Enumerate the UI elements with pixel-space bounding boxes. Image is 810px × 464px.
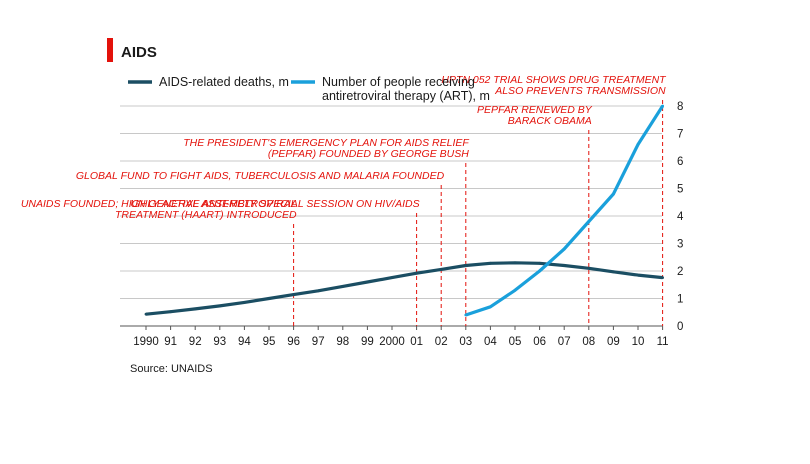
annotation-label: UNAIDS FOUNDED; HIGHLY ACTIVE ANTI-RETRO… [21,198,297,210]
data-point [464,264,468,267]
y-tick-label: 5 [677,184,683,196]
y-tick-label: 7 [677,129,683,141]
data-point [636,143,640,146]
x-tick-label: 01 [410,336,423,348]
legend-label: antiretroviral therapy (ART), m [322,89,490,103]
source-note: Source: UNAIDS [130,363,213,375]
annotation-label: PEPFAR RENEWED BY [477,104,593,116]
title-accent-bar [107,38,113,62]
x-tick-label: 95 [263,336,276,348]
x-tick-label: 96 [287,336,300,348]
data-point [587,220,591,223]
data-point [218,304,222,308]
x-axis-ticks: 1990 91 92 93 94 95 96 97 98 99 2000 01 02 03 04 05 06 07… [133,326,669,348]
data-point [612,270,615,274]
x-tick-label: 04 [484,336,497,348]
data-point [415,271,418,275]
x-tick-label: 2000 [379,336,405,348]
x-tick-label: 05 [509,336,522,348]
data-point [316,289,320,293]
data-point [292,293,295,297]
data-point [661,276,664,279]
series-line-art [465,105,664,317]
x-tick-label: 97 [312,336,325,348]
data-point [562,264,566,267]
annotation-label: UN GENERAL ASSEMBLY SPECIAL SESSION ON H… [130,198,419,210]
annotation-label: THE PRESIDENT'S EMERGENCY PLAN FOR AIDS … [183,137,469,149]
data-point [243,300,246,304]
x-tick-label: 07 [558,336,571,348]
annotation-label: (PEPFAR) FOUNDED BY GEORGE BUSH [268,148,469,160]
y-axis-ticks: 0 1 2 3 4 5 6 7 8 [677,101,684,333]
gridlines [120,105,662,327]
chart-title: AIDS [121,44,157,61]
x-tick-label: 98 [336,336,349,348]
data-point [267,297,271,300]
data-point [193,307,197,311]
x-tick-label: 03 [459,336,472,348]
y-tick-label: 0 [677,321,683,333]
data-point [144,312,148,316]
data-point [169,310,173,314]
data-point [538,269,541,273]
x-tick-label: 94 [238,336,251,348]
x-tick-label: 02 [435,336,448,348]
x-tick-label: 91 [164,336,177,348]
data-point [513,261,517,265]
x-tick-label: 11 [657,336,669,348]
data-series [144,104,664,317]
annotation-label: BARACK OBAMA [508,115,592,127]
series-line-aids-deaths [145,261,663,316]
x-tick-label: 06 [533,336,546,348]
x-tick-label: 09 [607,336,620,348]
data-point [587,266,591,270]
data-point [636,273,640,277]
y-tick-label: 2 [677,266,683,278]
x-tick-label: 08 [582,336,595,348]
y-tick-label: 6 [677,156,683,168]
legend: AIDS-related deaths, m Number of people r… [128,75,490,103]
x-tick-label: 93 [213,336,226,348]
y-tick-label: 4 [677,211,684,223]
x-tick-label: 10 [632,336,645,348]
data-point [489,261,492,265]
annotation-label: HPTN 052 TRIAL SHOWS DRUG TREATMENT [441,74,667,86]
data-point [366,280,369,284]
data-point [513,288,517,292]
annotation-label: GLOBAL FUND TO FIGHT AIDS, TUBERCULOSIS … [76,170,445,182]
data-point [612,192,615,196]
x-tick-label: 1990 [133,336,159,348]
data-point [341,285,345,288]
data-point [562,247,566,251]
data-point [489,305,492,309]
y-tick-label: 3 [677,239,683,251]
data-point [661,104,664,108]
legend-label: AIDS-related deaths, m [159,75,289,89]
y-tick-label: 1 [677,294,683,306]
data-point [390,276,394,279]
annotation-label: TREATMENT (HAART) INTRODUCED [115,209,297,221]
data-point [538,261,541,265]
x-tick-label: 99 [361,336,374,348]
event-annotations: UNAIDS FOUNDED; HIGHLY ACTIVE ANTI-RETRO… [21,74,667,326]
y-tick-label: 8 [677,101,683,113]
data-point [439,267,443,271]
data-point [464,313,468,317]
annotation-label: ALSO PREVENTS TRANSMISSION [494,85,666,97]
x-tick-label: 92 [189,336,202,348]
legend-label: Number of people receiving [322,75,475,89]
